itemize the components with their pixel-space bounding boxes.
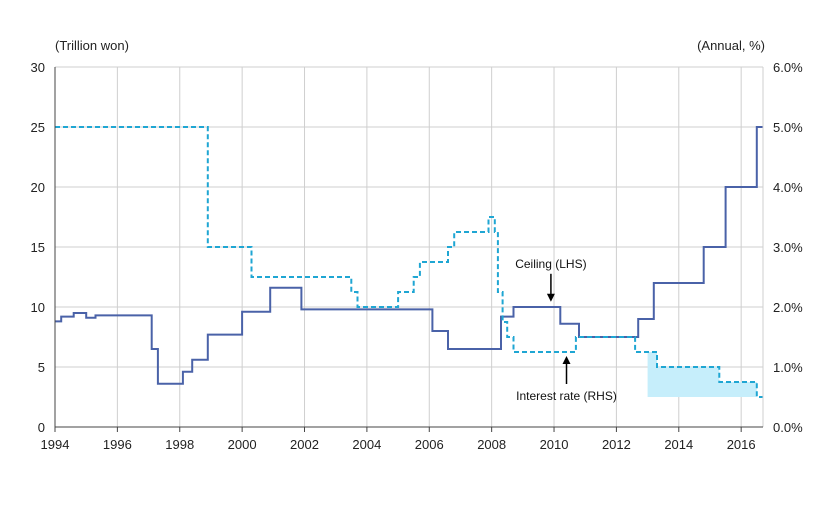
right-tick-label: 1.0% <box>773 360 803 375</box>
x-tick-label: 1998 <box>165 437 194 452</box>
x-tick-label: 2006 <box>415 437 444 452</box>
ceiling-arrow-head <box>546 293 555 302</box>
left-tick-label: 20 <box>31 180 45 195</box>
x-tick-label: 1996 <box>103 437 132 452</box>
left-tick-label: 30 <box>31 60 45 75</box>
interest-rate-line <box>55 126 763 398</box>
right-tick-label: 5.0% <box>773 120 803 135</box>
x-tick-label: 1994 <box>41 437 70 452</box>
x-tick-label: 2010 <box>540 437 569 452</box>
left-tick-label: 25 <box>31 120 45 135</box>
grid <box>54 66 763 428</box>
right-tick-label: 2.0% <box>773 300 803 315</box>
ceiling-annotation-label: Ceiling (LHS) <box>515 257 586 271</box>
annotations: Ceiling (LHS) Interest rate (RHS) <box>515 257 617 403</box>
x-tick-label: 2000 <box>228 437 257 452</box>
rate-arrow-head <box>562 356 571 364</box>
ceiling-line <box>55 126 763 385</box>
series-layer <box>55 126 763 398</box>
left-axis-unit: (Trillion won) <box>55 38 129 53</box>
right-axis-unit: (Annual, %) <box>697 38 765 53</box>
shaded-band-area <box>647 352 763 397</box>
right-tick-label: 3.0% <box>773 240 803 255</box>
right-tick-label: 4.0% <box>773 180 803 195</box>
left-tick-label: 5 <box>38 360 45 375</box>
x-tick-label: 2008 <box>477 437 506 452</box>
right-tick-label: 0.0% <box>773 420 803 435</box>
x-tick-label: 2014 <box>664 437 693 452</box>
x-tick-label: 2016 <box>727 437 756 452</box>
left-tick-label: 15 <box>31 240 45 255</box>
x-tick-label: 2012 <box>602 437 631 452</box>
shaded-band <box>647 352 763 397</box>
left-tick-label: 0 <box>38 420 45 435</box>
x-tick-label: 2004 <box>352 437 381 452</box>
right-tick-label: 6.0% <box>773 60 803 75</box>
axes: 0 5 10 15 20 25 30 0.0% 1.0% 2.0% 3.0% 4.0% 5.0% 6.0%… <box>31 60 804 452</box>
rate-annotation-label: Interest rate (RHS) <box>516 389 617 403</box>
left-tick-label: 10 <box>31 300 45 315</box>
x-tick-label: 2002 <box>290 437 319 452</box>
